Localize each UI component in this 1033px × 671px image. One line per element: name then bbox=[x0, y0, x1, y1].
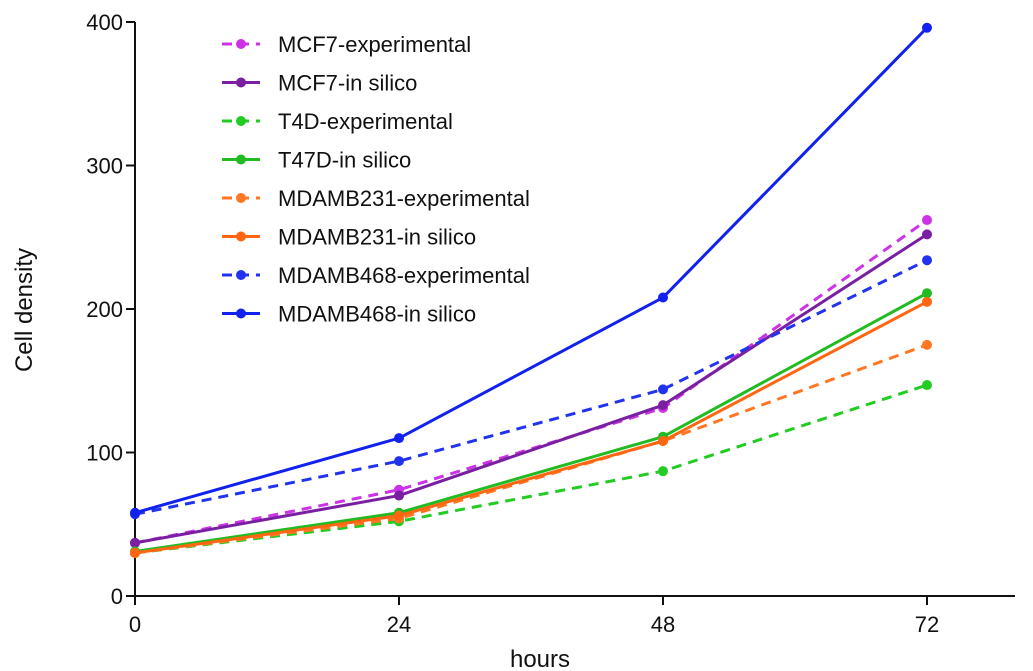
data-point bbox=[922, 215, 932, 226]
series-7 bbox=[130, 22, 932, 518]
data-point bbox=[394, 433, 404, 444]
legend-item: MCF7-in silico bbox=[222, 71, 417, 96]
legend-marker bbox=[236, 193, 246, 203]
legend-item: MDAMB468-experimental bbox=[222, 263, 530, 288]
legend-item: T47D-in silico bbox=[222, 148, 411, 173]
data-point bbox=[658, 400, 668, 411]
legend-marker bbox=[236, 116, 246, 126]
series-line bbox=[134, 218, 928, 545]
legend-label: T4D-experimental bbox=[278, 109, 453, 134]
legend-item: T4D-experimental bbox=[222, 109, 453, 134]
series-line bbox=[134, 383, 928, 555]
series-0 bbox=[130, 215, 932, 548]
x-tick-label: 72 bbox=[915, 612, 939, 637]
data-point bbox=[922, 296, 932, 307]
legend-label: MDAMB231-in silico bbox=[278, 225, 476, 250]
legend-item: MDAMB231-in silico bbox=[222, 225, 476, 250]
data-point bbox=[130, 507, 140, 518]
data-point bbox=[394, 490, 404, 501]
x-tick-label: 24 bbox=[387, 612, 411, 637]
series-line bbox=[134, 291, 928, 553]
x-tick-label: 48 bbox=[651, 612, 675, 637]
series-line bbox=[134, 26, 929, 515]
series-1 bbox=[130, 229, 932, 548]
series-5 bbox=[130, 296, 932, 558]
ticks: 0 100 200 300 400 0 24 48 72 bbox=[86, 10, 939, 637]
legend-label: MDAMB231-experimental bbox=[278, 186, 530, 211]
data-point bbox=[658, 466, 668, 477]
data-point bbox=[394, 510, 404, 521]
legend-item: MDAMB231-experimental bbox=[222, 186, 530, 211]
x-axis-title: hours bbox=[510, 646, 570, 671]
legend-marker bbox=[236, 39, 246, 49]
series-2 bbox=[130, 380, 932, 558]
data-point bbox=[130, 547, 140, 558]
data-point bbox=[658, 292, 668, 303]
data-point bbox=[922, 339, 932, 350]
legend-label: T47D-in silico bbox=[278, 148, 411, 173]
legend-marker bbox=[236, 154, 246, 165]
data-point bbox=[922, 22, 932, 33]
legend-item: MDAMB468-in silico bbox=[222, 302, 476, 327]
data-point bbox=[922, 288, 932, 299]
data-point bbox=[922, 380, 932, 391]
series-line bbox=[134, 233, 928, 545]
data-point bbox=[394, 456, 404, 467]
data-point bbox=[130, 537, 140, 548]
legend-label: MCF7-experimental bbox=[278, 32, 471, 57]
legend: MCF7-experimental MCF7-in silico T4D-exper… bbox=[222, 32, 530, 327]
axes bbox=[134, 22, 1015, 597]
data-point bbox=[922, 229, 932, 240]
series-line bbox=[134, 343, 928, 555]
series-line bbox=[134, 258, 928, 516]
series-3 bbox=[130, 288, 932, 557]
y-tick-label: 0 bbox=[111, 584, 123, 609]
data-point bbox=[658, 384, 668, 395]
x-tick-label: 0 bbox=[129, 612, 141, 637]
y-tick-label: 300 bbox=[86, 154, 123, 179]
data-point bbox=[922, 255, 932, 266]
legend-marker bbox=[236, 308, 246, 319]
legend-label: MDAMB468-experimental bbox=[278, 263, 530, 288]
legend-marker bbox=[236, 77, 246, 88]
y-tick-label: 200 bbox=[86, 297, 123, 322]
legend-item: MCF7-experimental bbox=[222, 32, 471, 57]
y-axis-title: Cell density bbox=[11, 248, 38, 372]
legend-label: MCF7-in silico bbox=[278, 71, 417, 96]
series-line bbox=[134, 300, 928, 555]
y-tick-label: 100 bbox=[86, 441, 123, 466]
data-point bbox=[658, 436, 668, 447]
y-tick-label: 400 bbox=[86, 10, 123, 35]
legend-marker bbox=[236, 270, 246, 280]
legend-marker bbox=[236, 231, 246, 242]
series-layer bbox=[130, 22, 932, 558]
legend-label: MDAMB468-in silico bbox=[278, 302, 476, 327]
